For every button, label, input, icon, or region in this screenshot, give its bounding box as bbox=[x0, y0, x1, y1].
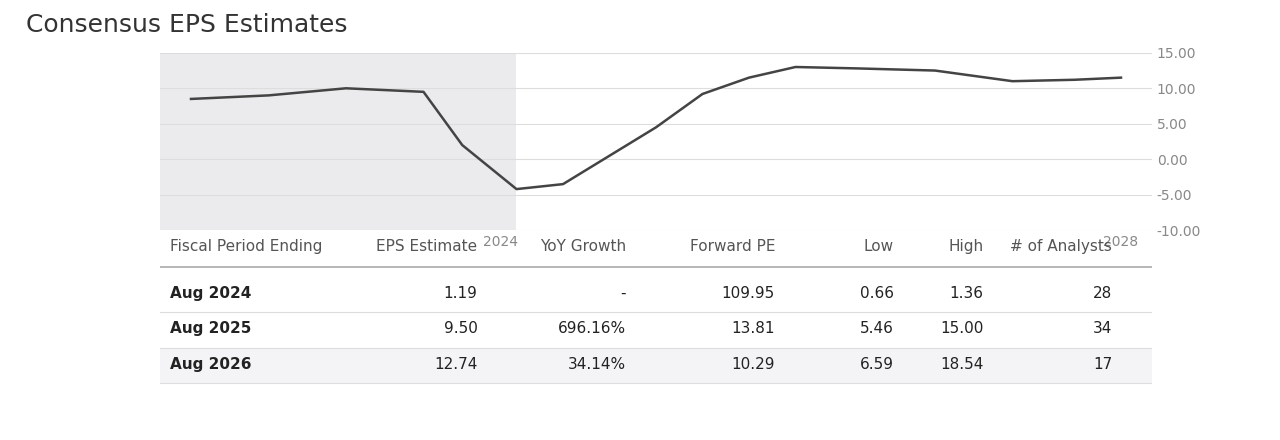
Text: Low: Low bbox=[864, 239, 895, 254]
Text: 0.66: 0.66 bbox=[860, 286, 895, 301]
Text: 6.59: 6.59 bbox=[860, 357, 895, 372]
Bar bbox=[160, 312, 1152, 347]
Text: EPS Estimate: EPS Estimate bbox=[376, 239, 477, 254]
Text: 34.14%: 34.14% bbox=[568, 357, 626, 372]
Text: 9.50: 9.50 bbox=[444, 321, 477, 336]
Text: # of Analysts: # of Analysts bbox=[1010, 239, 1112, 254]
Text: 12.74: 12.74 bbox=[434, 357, 477, 372]
Bar bbox=[160, 53, 517, 230]
Text: Fiscal Period Ending: Fiscal Period Ending bbox=[170, 239, 323, 254]
Text: Aug 2025: Aug 2025 bbox=[170, 321, 251, 336]
Text: -: - bbox=[621, 286, 626, 301]
Text: Aug 2024: Aug 2024 bbox=[170, 286, 251, 301]
Text: 15.00: 15.00 bbox=[940, 321, 983, 336]
Text: 696.16%: 696.16% bbox=[558, 321, 626, 336]
Text: 13.81: 13.81 bbox=[732, 321, 776, 336]
Text: High: High bbox=[948, 239, 983, 254]
Text: 18.54: 18.54 bbox=[940, 357, 983, 372]
Text: 34: 34 bbox=[1093, 321, 1112, 336]
Bar bbox=[160, 276, 1152, 311]
Text: YoY Growth: YoY Growth bbox=[540, 239, 626, 254]
Bar bbox=[160, 348, 1152, 383]
Text: Aug 2026: Aug 2026 bbox=[170, 357, 251, 372]
Text: 1.36: 1.36 bbox=[950, 286, 983, 301]
Text: Forward PE: Forward PE bbox=[690, 239, 776, 254]
Text: 17: 17 bbox=[1093, 357, 1112, 372]
Text: 28: 28 bbox=[1093, 286, 1112, 301]
Text: Consensus EPS Estimates: Consensus EPS Estimates bbox=[26, 13, 347, 37]
Text: 5.46: 5.46 bbox=[860, 321, 895, 336]
Text: 109.95: 109.95 bbox=[722, 286, 776, 301]
Text: 10.29: 10.29 bbox=[732, 357, 776, 372]
Text: 1.19: 1.19 bbox=[444, 286, 477, 301]
